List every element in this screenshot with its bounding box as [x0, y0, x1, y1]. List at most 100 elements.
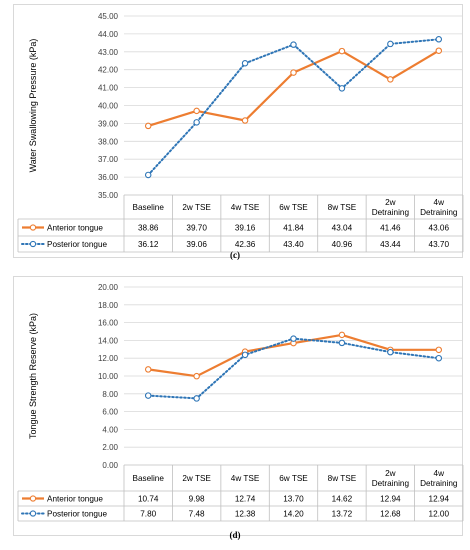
data-label: 12.68	[380, 510, 401, 519]
data-point	[241, 117, 249, 124]
data-point	[387, 348, 394, 356]
category-label: Detraining	[372, 208, 410, 217]
data-label: 41.46	[380, 224, 401, 233]
chart-panel-d: 0.00 2.00 4.00 6.00 8.00 10.00 12.00 14.00 16.00…	[0, 272, 470, 550]
data-point	[435, 36, 443, 43]
y-tick-label: 8.00	[102, 390, 118, 399]
category-label: Baseline	[133, 474, 165, 483]
category-label: 4w TSE	[231, 474, 260, 483]
y-tick-label: 43.00	[98, 48, 119, 57]
category-label: 2w TSE	[182, 203, 211, 212]
data-label: 12.94	[380, 495, 401, 504]
y-tick-label: 39.00	[98, 119, 119, 128]
data-label: 41.84	[283, 224, 304, 233]
category-label: 4w	[434, 469, 445, 478]
data-label: 13.70	[283, 495, 304, 504]
data-label: 12.00	[429, 510, 450, 519]
data-point	[144, 366, 152, 373]
category-label: Detraining	[372, 479, 410, 488]
data-label: 12.94	[429, 495, 450, 504]
y-tick-label: 18.00	[98, 301, 119, 310]
data-point	[290, 41, 297, 48]
data-point	[435, 354, 443, 362]
category-label: 2w	[385, 198, 396, 207]
data-label: 39.16	[235, 224, 256, 233]
data-label: 13.72	[332, 510, 353, 519]
data-point	[290, 69, 297, 76]
y-tick-label: 20.00	[98, 283, 119, 292]
data-point	[144, 171, 152, 179]
data-label: 43.40	[283, 240, 304, 249]
data-label: 43.04	[332, 224, 353, 233]
data-label: 38.86	[138, 224, 159, 233]
category-label: 8w TSE	[328, 474, 357, 483]
data-point	[241, 60, 249, 67]
data-point	[435, 346, 443, 354]
data-label: 43.70	[429, 240, 450, 249]
data-label: 10.74	[138, 495, 159, 504]
data-label: 40.96	[332, 240, 353, 249]
data-label: 12.38	[235, 510, 256, 519]
data-label: 39.70	[186, 224, 207, 233]
y-tick-label: 41.00	[98, 84, 119, 93]
data-point	[193, 119, 200, 126]
y-axis-label: Water Swallowing Pressure (kPa)	[28, 39, 38, 173]
legend-key-marker	[29, 224, 37, 231]
series-name: Anterior tongue	[47, 224, 103, 233]
data-point	[338, 331, 346, 339]
legend-key-marker	[29, 510, 37, 517]
data-label: 42.36	[235, 240, 256, 249]
y-tick-label: 12.00	[98, 354, 119, 363]
data-label: 7.80	[140, 510, 156, 519]
data-point	[290, 335, 297, 342]
data-point	[338, 339, 346, 347]
data-label: 12.74	[235, 495, 256, 504]
series-line	[147, 38, 440, 176]
series-name: Posterior tongue	[47, 240, 108, 249]
series-line	[147, 337, 440, 400]
y-tick-label: 14.00	[98, 336, 119, 345]
data-label: 7.48	[189, 510, 205, 519]
y-tick-label: 0.00	[102, 461, 118, 470]
data-label: 43.44	[380, 240, 401, 249]
data-label: 9.98	[189, 495, 205, 504]
y-tick-label: 6.00	[102, 408, 118, 417]
data-point	[193, 395, 200, 402]
y-tick-label: 35.00	[98, 191, 119, 200]
data-point	[144, 392, 152, 399]
data-label: 39.06	[186, 240, 207, 249]
data-label: 14.62	[332, 495, 353, 504]
y-tick-label: 38.00	[98, 137, 119, 146]
data-point	[338, 47, 346, 55]
data-point	[193, 372, 200, 380]
chart-d-svg: 0.00 2.00 4.00 6.00 8.00 10.00 12.00 14.00 16.00…	[17, 283, 464, 522]
category-label: 6w TSE	[279, 203, 308, 212]
data-label: 43.06	[429, 224, 450, 233]
y-tick-label: 45.00	[98, 12, 119, 21]
chart-c-svg: 35.00 36.00 37.00 38.00 39.00 40.00 41.00 42.00…	[17, 12, 464, 253]
category-label: 8w TSE	[328, 203, 357, 212]
series-name: Anterior tongue	[47, 495, 103, 504]
legend-key-marker	[29, 495, 37, 502]
data-point	[338, 85, 346, 92]
y-tick-label: 37.00	[98, 155, 119, 164]
data-point	[144, 122, 152, 130]
series-line	[147, 49, 440, 127]
data-point	[435, 47, 443, 54]
data-point	[193, 107, 200, 115]
y-tick-label: 4.00	[102, 425, 118, 434]
category-label: 4w TSE	[231, 203, 260, 212]
category-label: Detraining	[420, 479, 458, 488]
category-label: Detraining	[420, 208, 458, 217]
y-tick-label: 36.00	[98, 173, 119, 182]
chart-frame	[13, 4, 463, 258]
category-label: 2w TSE	[182, 474, 211, 483]
data-label: 14.20	[283, 510, 304, 519]
series-name: Posterior tongue	[47, 510, 108, 519]
data-point	[241, 351, 249, 359]
caption-c: (c)	[230, 250, 240, 260]
chart-panel-c: 35.00 36.00 37.00 38.00 39.00 40.00 41.00 42.00…	[0, 0, 470, 262]
y-tick-label: 16.00	[98, 319, 119, 328]
y-tick-label: 2.00	[102, 443, 118, 452]
category-label: Baseline	[133, 203, 165, 212]
